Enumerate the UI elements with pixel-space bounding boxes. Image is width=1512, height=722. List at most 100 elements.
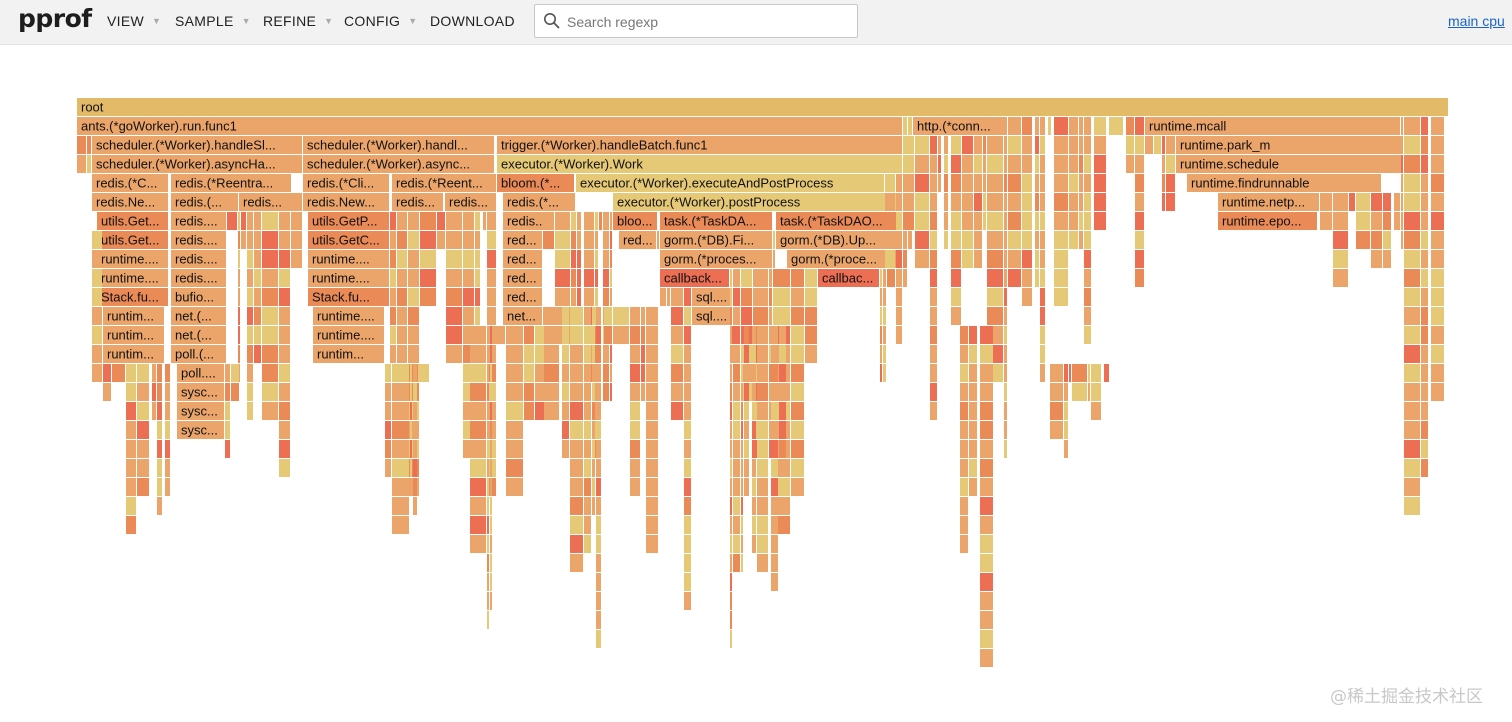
flame-frame[interactable] — [385, 440, 391, 458]
flame-frame[interactable] — [592, 307, 595, 325]
flame-frame[interactable] — [896, 231, 902, 249]
flame-frame[interactable] — [92, 345, 102, 363]
flame-frame[interactable] — [584, 326, 591, 344]
flame-frame[interactable] — [592, 497, 595, 515]
flame-frame[interactable] — [413, 402, 417, 420]
flame-frame[interactable] — [885, 250, 895, 268]
flame-frame[interactable] — [1404, 440, 1420, 458]
flame-frame[interactable] — [490, 573, 492, 591]
flame-frame[interactable] — [779, 345, 786, 363]
flame-frame[interactable] — [490, 478, 492, 496]
flame-frame[interactable] — [960, 535, 968, 553]
flame-frame[interactable] — [903, 174, 914, 192]
flame-frame[interactable] — [769, 383, 772, 401]
flame-frame[interactable] — [769, 326, 772, 344]
flame-frame[interactable] — [126, 478, 136, 496]
flame-frame[interactable] — [1040, 193, 1045, 211]
flame-frame[interactable] — [555, 250, 570, 268]
flame-frame[interactable] — [262, 231, 278, 249]
flame-frame[interactable] — [584, 212, 594, 230]
flame-frame[interactable] — [757, 440, 768, 458]
flame-frame[interactable] — [463, 288, 474, 306]
flame-frame[interactable] — [1135, 250, 1144, 268]
flame-frame[interactable] — [1088, 383, 1090, 401]
flame-frame[interactable] — [915, 155, 929, 173]
flame-frame[interactable] — [883, 364, 886, 382]
flame-frame[interactable] — [490, 421, 492, 439]
flame-frame[interactable] — [279, 269, 290, 287]
flame-frame[interactable] — [733, 440, 740, 458]
flame-frame[interactable] — [771, 535, 778, 553]
flame-frame[interactable] — [1094, 212, 1106, 230]
flame-frame[interactable]: scheduler.(*Worker).handl... — [303, 136, 494, 154]
flame-frame[interactable] — [1079, 117, 1083, 135]
flame-frame[interactable] — [1145, 136, 1153, 154]
search-input[interactable] — [565, 10, 854, 34]
flame-frame[interactable] — [603, 383, 609, 401]
flame-frame[interactable] — [630, 307, 640, 325]
flame-frame[interactable] — [470, 497, 486, 515]
flame-frame[interactable] — [969, 440, 977, 458]
flame-frame[interactable] — [1421, 193, 1428, 211]
flame-frame[interactable] — [969, 402, 977, 420]
flame-frame[interactable] — [791, 307, 804, 325]
flame-frame[interactable] — [962, 250, 973, 268]
flame-frame[interactable]: runtime.mcall — [1145, 117, 1400, 135]
flame-frame[interactable] — [1094, 136, 1106, 154]
flame-frame[interactable] — [470, 364, 486, 382]
flame-frame[interactable] — [1094, 193, 1106, 211]
flame-frame[interactable] — [915, 250, 929, 268]
flame-frame[interactable] — [1333, 212, 1348, 230]
flame-frame[interactable] — [1004, 402, 1007, 420]
flame-frame[interactable] — [730, 592, 732, 610]
flame-frame[interactable] — [752, 535, 756, 553]
flame-frame[interactable] — [1404, 459, 1420, 477]
flame-frame[interactable] — [1064, 402, 1068, 420]
flame-frame[interactable] — [1431, 250, 1444, 268]
flame-frame[interactable] — [885, 212, 895, 230]
flame-frame[interactable] — [157, 478, 162, 496]
flame-frame[interactable] — [987, 307, 1003, 325]
flame-frame[interactable] — [1333, 269, 1348, 287]
flame-frame[interactable] — [730, 497, 732, 515]
flame-frame[interactable] — [543, 383, 559, 401]
flame-frame[interactable] — [562, 364, 569, 382]
flame-frame[interactable] — [592, 421, 595, 439]
flame-frame[interactable] — [771, 497, 778, 515]
flame-frame[interactable] — [238, 345, 240, 363]
flame-frame[interactable] — [152, 402, 156, 420]
flame-frame[interactable] — [962, 231, 973, 249]
flame-frame[interactable] — [262, 307, 278, 325]
flame-frame[interactable] — [610, 250, 612, 268]
flame-frame[interactable] — [730, 554, 732, 572]
flame-frame[interactable]: gorm.(*proce... — [787, 250, 896, 268]
flame-frame[interactable]: redis.Ne... — [92, 193, 168, 211]
flame-frame[interactable] — [903, 155, 914, 173]
flame-frame[interactable] — [165, 478, 170, 496]
flame-frame[interactable]: sysc... — [177, 402, 224, 420]
flame-frame[interactable] — [791, 269, 804, 287]
flame-frame[interactable]: callbac... — [818, 269, 879, 287]
flame-frame[interactable] — [791, 383, 804, 401]
flame-frame[interactable] — [592, 345, 595, 363]
flame-frame[interactable] — [603, 288, 609, 306]
flame-frame[interactable] — [470, 516, 486, 534]
flame-frame[interactable] — [944, 212, 948, 230]
flame-frame[interactable] — [1022, 288, 1032, 306]
flame-frame[interactable] — [390, 345, 396, 363]
flame-frame[interactable] — [87, 136, 91, 154]
flame-frame[interactable] — [960, 383, 968, 401]
flame-frame[interactable] — [1404, 345, 1420, 363]
flame-frame[interactable] — [684, 383, 691, 401]
flame-frame[interactable] — [791, 345, 804, 363]
flame-frame[interactable] — [1040, 231, 1045, 249]
flame-frame[interactable] — [671, 288, 683, 306]
flame-frame[interactable]: Stack.fu... — [97, 288, 168, 306]
flame-frame[interactable] — [610, 288, 612, 306]
flame-frame[interactable] — [570, 554, 583, 572]
flame-frame[interactable] — [247, 364, 253, 382]
flame-frame[interactable]: scheduler.(*Worker).async... — [303, 155, 494, 173]
flame-frame[interactable] — [1022, 269, 1032, 287]
flame-frame[interactable] — [1404, 174, 1420, 192]
flame-frame[interactable] — [987, 269, 1003, 287]
